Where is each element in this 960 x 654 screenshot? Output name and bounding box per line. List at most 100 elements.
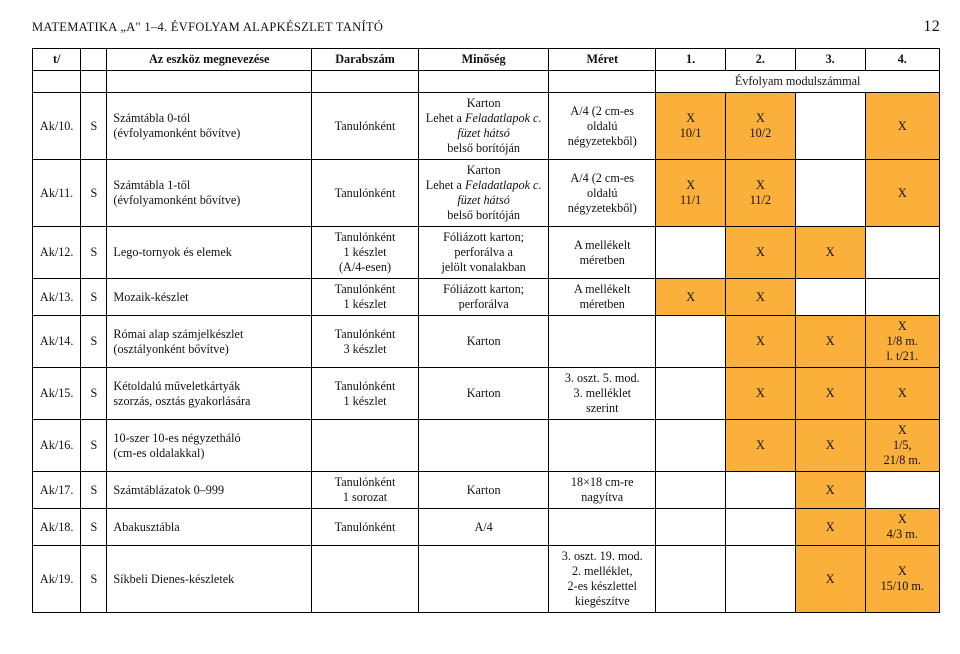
table-row: Ak/19.SSíkbeli Dienes-készletek 3. oszt. … [33, 546, 940, 613]
cell-m4: X [865, 160, 939, 227]
cell-name: 10-szer 10-es négyzetháló(cm-es oldalakk… [107, 420, 312, 472]
cell-quality: Fóliázott karton;perforálva [419, 279, 549, 316]
cell-cat: S [81, 93, 107, 160]
cell-name: Mozaik-készlet [107, 279, 312, 316]
cell-code: Ak/12. [33, 227, 81, 279]
cell-m3 [795, 160, 865, 227]
cell-name: Számtáblázatok 0–999 [107, 472, 312, 509]
cell-cat: S [81, 316, 107, 368]
cell-m2: X [725, 227, 795, 279]
cell-name: Síkbeli Dienes-készletek [107, 546, 312, 613]
table-row: Ak/12.SLego-tornyok és elemekTanulónként… [33, 227, 940, 279]
cell-code: Ak/14. [33, 316, 81, 368]
col-name: Az eszköz megnevezése [107, 49, 312, 71]
cell-m4 [865, 227, 939, 279]
cell-code: Ak/16. [33, 420, 81, 472]
cell-m4 [865, 279, 939, 316]
cell-cat: S [81, 420, 107, 472]
cell-m3: X [795, 316, 865, 368]
table-row: Ak/10.SSzámtábla 0-tól(évfolyamonként bő… [33, 93, 940, 160]
table-row: Ak/14.SRómai alap számjelkészlet(osztály… [33, 316, 940, 368]
cell-m4: X [865, 93, 939, 160]
col-m1: 1. [656, 49, 726, 71]
cell-m3: X [795, 227, 865, 279]
cell-m2: X [725, 420, 795, 472]
cell-cat: S [81, 160, 107, 227]
cell-m1 [656, 420, 726, 472]
cell-cat: S [81, 546, 107, 613]
cell-m1 [656, 546, 726, 613]
cell-cat: S [81, 227, 107, 279]
cell-code: Ak/18. [33, 509, 81, 546]
cell-m3: X [795, 546, 865, 613]
cell-size: A/4 (2 cm-esoldalúnégyzetekből) [549, 93, 656, 160]
equipment-table: t/ Az eszköz megnevezése Darabszám Minős… [32, 48, 940, 613]
cell-size [549, 509, 656, 546]
table-super-row: Évfolyam modulszámmal [33, 71, 940, 93]
cell-size: 3. oszt. 19. mod.2. melléklet,2-es készl… [549, 546, 656, 613]
cell-quality: Karton [419, 472, 549, 509]
cell-m4: X [865, 368, 939, 420]
cell-qty: Tanulónként1 készlet [312, 368, 419, 420]
table-row: Ak/18.SAbakusztáblaTanulónkéntA/4 XX4/3 m… [33, 509, 940, 546]
cell-m2: X [725, 368, 795, 420]
cell-m4: X4/3 m. [865, 509, 939, 546]
cell-m4: X1/5,21/8 m. [865, 420, 939, 472]
table-header-row: t/ Az eszköz megnevezése Darabszám Minős… [33, 49, 940, 71]
table-row: Ak/17.SSzámtáblázatok 0–999Tanulónként1 … [33, 472, 940, 509]
cell-quality: A/4 [419, 509, 549, 546]
col-qty: Darabszám [312, 49, 419, 71]
header-title: MATEMATIKA „A" 1–4. ÉVFOLYAM ALAPKÉSZLET… [32, 20, 383, 35]
cell-m1 [656, 509, 726, 546]
cell-m2 [725, 472, 795, 509]
page-number: 12 [923, 18, 940, 36]
cell-code: Ak/11. [33, 160, 81, 227]
cell-qty: Tanulónként [312, 93, 419, 160]
cell-qty: Tanulónként1 sorozat [312, 472, 419, 509]
cell-m4 [865, 472, 939, 509]
cell-size: A/4 (2 cm-esoldalúnégyzetekből) [549, 160, 656, 227]
cell-qty: Tanulónként1 készlet(A/4-esen) [312, 227, 419, 279]
col-cat [81, 49, 107, 71]
table-row: Ak/15.SKétoldalú műveletkártyákszorzás, … [33, 368, 940, 420]
col-quality: Minőség [419, 49, 549, 71]
cell-m1: X [656, 279, 726, 316]
cell-m2: X10/2 [725, 93, 795, 160]
cell-size: A mellékeltméretben [549, 227, 656, 279]
cell-quality: KartonLehet a Feladatlapok c. füzet háts… [419, 93, 549, 160]
col-size: Méret [549, 49, 656, 71]
cell-m3: X [795, 420, 865, 472]
cell-m3: X [795, 368, 865, 420]
cell-name: Római alap számjelkészlet(osztályonként … [107, 316, 312, 368]
col-m2: 2. [725, 49, 795, 71]
cell-m4: X1/8 m.l. t/21. [865, 316, 939, 368]
cell-qty: Tanulónként1 készlet [312, 279, 419, 316]
cell-m3: X [795, 509, 865, 546]
cell-quality: Fóliázott karton;perforálva ajelölt vona… [419, 227, 549, 279]
marks-super-label: Évfolyam modulszámmal [656, 71, 940, 93]
cell-size [549, 420, 656, 472]
cell-size: A mellékeltméretben [549, 279, 656, 316]
cell-m2 [725, 509, 795, 546]
cell-size [549, 316, 656, 368]
cell-m2: X11/2 [725, 160, 795, 227]
table-row: Ak/11.SSzámtábla 1-től(évfolyamonként bő… [33, 160, 940, 227]
cell-m1 [656, 316, 726, 368]
cell-size: 3. oszt. 5. mod.3. mellékletszerint [549, 368, 656, 420]
cell-size: 18×18 cm-renagyítva [549, 472, 656, 509]
cell-cat: S [81, 509, 107, 546]
cell-name: Abakusztábla [107, 509, 312, 546]
table-row: Ak/13.SMozaik-készletTanulónként1 készle… [33, 279, 940, 316]
cell-name: Számtábla 0-tól(évfolyamonként bővítve) [107, 93, 312, 160]
cell-m1 [656, 472, 726, 509]
cell-m1: X11/1 [656, 160, 726, 227]
cell-code: Ak/19. [33, 546, 81, 613]
cell-qty: Tanulónként [312, 509, 419, 546]
col-code: t/ [33, 49, 81, 71]
cell-code: Ak/17. [33, 472, 81, 509]
cell-quality: Karton [419, 316, 549, 368]
col-m3: 3. [795, 49, 865, 71]
cell-cat: S [81, 472, 107, 509]
page-header: MATEMATIKA „A" 1–4. ÉVFOLYAM ALAPKÉSZLET… [32, 18, 940, 36]
cell-m3 [795, 93, 865, 160]
